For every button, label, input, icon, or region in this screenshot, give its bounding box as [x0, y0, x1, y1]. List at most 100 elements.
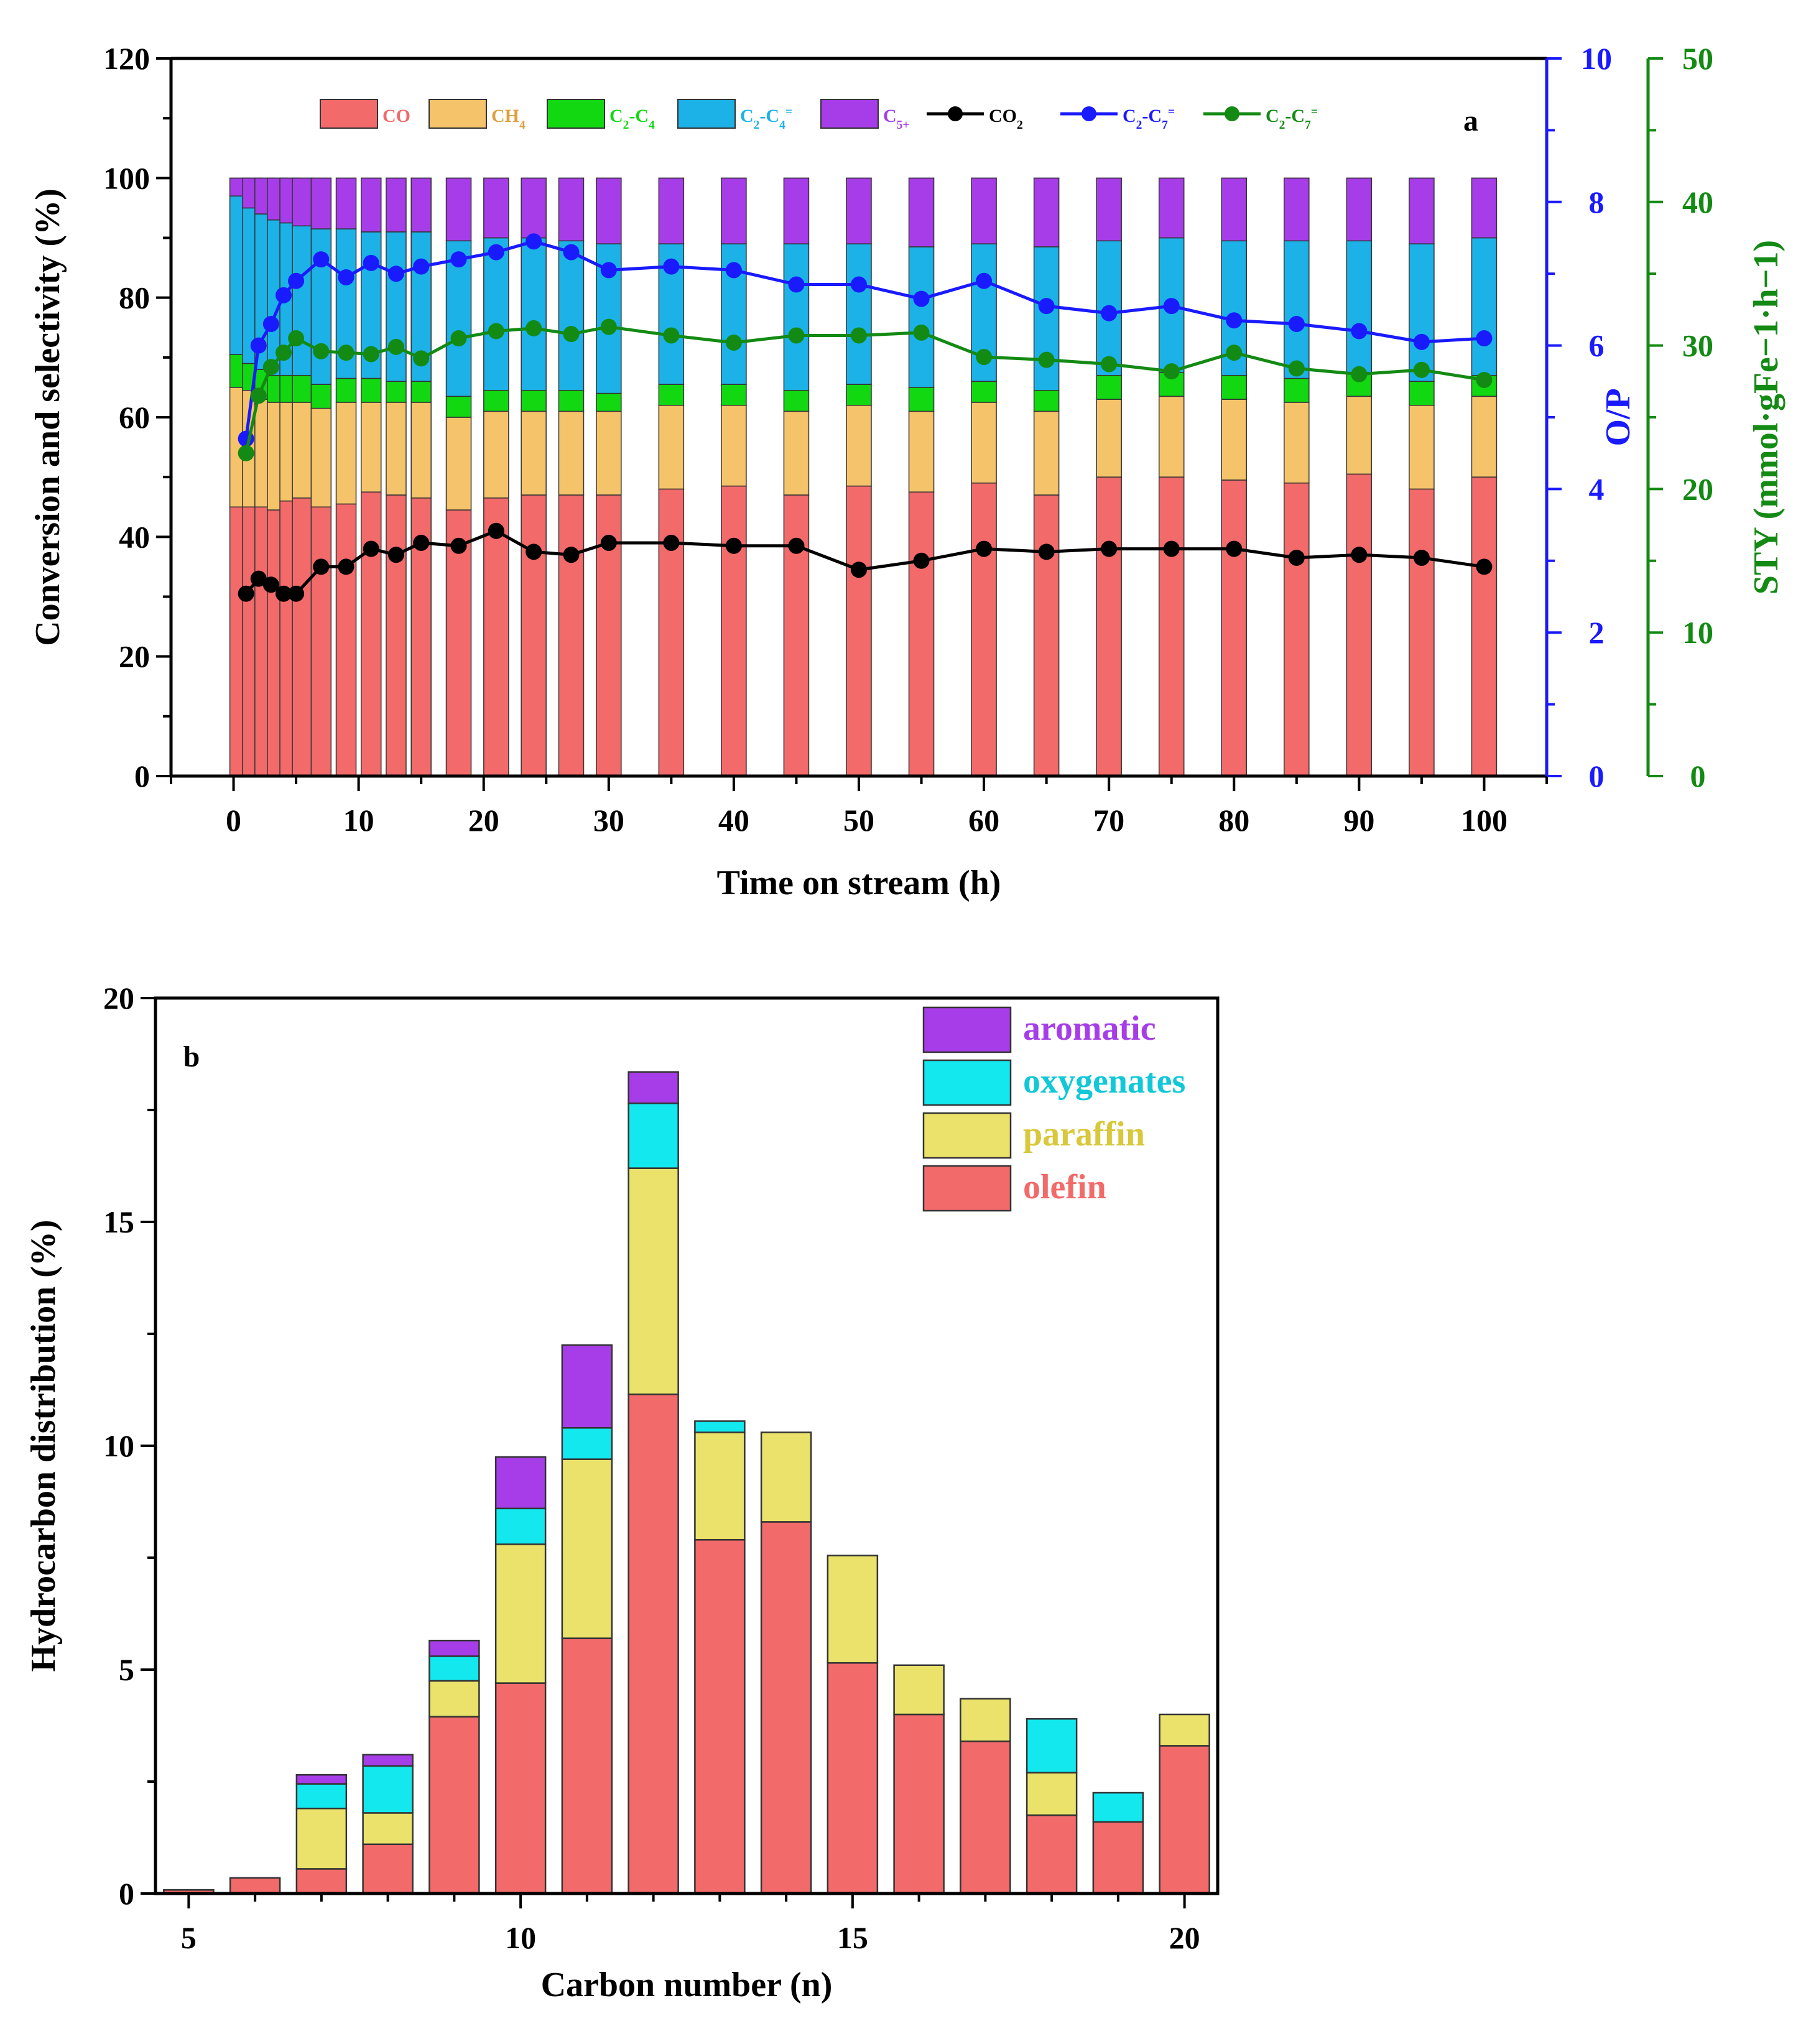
- bar-paraffin: [1026, 1772, 1078, 1816]
- bar-olefin: [694, 1538, 746, 1895]
- point-co2: [313, 558, 330, 575]
- sty-tick-label: 40: [1682, 185, 1713, 220]
- bar-c5plus: [1158, 177, 1185, 239]
- bar-co: [658, 488, 685, 777]
- y-axis-title: Hydrocarbon distribution (%): [24, 1219, 63, 1672]
- bar-ch4: [783, 410, 810, 496]
- point-sty: [288, 330, 305, 347]
- point-co2: [387, 547, 404, 563]
- bar-co: [783, 494, 810, 777]
- legend-swatch-c5plus: [820, 99, 879, 129]
- bar-olefin: [295, 1868, 348, 1895]
- bar-oxygenates: [494, 1507, 547, 1545]
- bar-c2c4-olefin: [386, 231, 407, 382]
- bar-ch4: [596, 410, 622, 496]
- bar-paraffin: [694, 1431, 746, 1541]
- legend-label-c2c4: C2-C4: [609, 106, 655, 132]
- bar-olefin: [362, 1843, 414, 1895]
- bar-c2c4-paraffin: [1221, 374, 1248, 400]
- bar-c5plus: [658, 177, 685, 244]
- legend-marker-op: [1082, 106, 1096, 121]
- bar-c2c4-paraffin: [1409, 381, 1435, 406]
- bar-ch4: [292, 402, 313, 499]
- bar-c2c4-olefin: [292, 225, 313, 376]
- bar-co: [310, 506, 332, 777]
- bar-ch4: [445, 417, 472, 511]
- op-tick-label: 10: [1581, 41, 1612, 76]
- y-tick-label: 80: [119, 280, 150, 315]
- point-op: [788, 276, 805, 293]
- point-op: [488, 244, 504, 261]
- point-op: [450, 251, 467, 268]
- bar-oxygenates: [561, 1427, 613, 1460]
- point-sty: [913, 324, 930, 341]
- bar-paraffin: [362, 1812, 414, 1846]
- bar-co: [1346, 473, 1373, 777]
- x-tick-label: 0: [226, 803, 241, 838]
- point-sty: [563, 326, 580, 343]
- point-sty: [1288, 360, 1305, 377]
- point-sty: [1038, 351, 1055, 368]
- legend-swatch-c2c4-olefin: [677, 99, 736, 129]
- bar-olefin: [760, 1521, 812, 1895]
- bar-oxygenates: [694, 1420, 746, 1433]
- point-co2: [262, 576, 279, 593]
- point-sty: [976, 349, 993, 366]
- bar-paraffin: [494, 1543, 547, 1684]
- bar-co: [1033, 494, 1060, 777]
- legend-swatch-olefin: [922, 1165, 1012, 1212]
- bar-c5plus: [483, 177, 509, 239]
- bar-ch4: [658, 405, 685, 490]
- point-co2: [1351, 547, 1368, 563]
- bar-ch4: [558, 410, 585, 496]
- bar-c5plus: [521, 177, 547, 239]
- y-tick-label: 5: [119, 1652, 134, 1687]
- point-co2: [1413, 549, 1430, 566]
- bar-olefin: [893, 1713, 945, 1895]
- x-tick-label: 50: [843, 803, 874, 838]
- bar-c5plus: [310, 177, 332, 229]
- bar-c2c4-paraffin: [596, 392, 622, 412]
- x-tick-label: 40: [718, 803, 749, 838]
- bar-co: [1158, 476, 1185, 777]
- point-co2: [450, 537, 467, 554]
- panel-label-b: b: [183, 1040, 200, 1073]
- bar-c2c4-olefin: [846, 243, 872, 385]
- x-tick-label: 60: [968, 803, 999, 838]
- bar-ch4: [1284, 402, 1310, 484]
- bar-aromatic: [494, 1456, 547, 1510]
- point-co2: [338, 558, 354, 575]
- x-tick-label: 30: [593, 803, 624, 838]
- bar-c2c4-olefin: [783, 243, 810, 391]
- bar-paraffin: [295, 1807, 348, 1870]
- x-tick-label: 20: [468, 803, 499, 838]
- bar-co: [721, 485, 747, 777]
- point-op: [851, 276, 867, 293]
- legend-swatch-ch4: [428, 99, 487, 129]
- y-tick-label: 10: [103, 1428, 134, 1463]
- bar-paraffin: [561, 1458, 613, 1639]
- point-co2: [913, 552, 930, 569]
- legend-swatch-aromatic: [922, 1006, 1012, 1053]
- bar-ch4: [1346, 395, 1373, 475]
- y-tick-label: 120: [103, 41, 150, 76]
- bar-co: [292, 497, 313, 777]
- bar-co: [335, 503, 357, 777]
- bar-ch4: [1158, 395, 1185, 478]
- legend-label-sty: C2-C7=: [1266, 106, 1318, 132]
- point-sty: [1351, 366, 1368, 382]
- bar-aromatic: [428, 1639, 480, 1657]
- op-tick-label: 8: [1589, 185, 1605, 220]
- bar-aromatic: [561, 1344, 613, 1429]
- point-sty: [275, 345, 292, 361]
- bar-c2c4-paraffin: [410, 381, 432, 403]
- point-op: [600, 262, 617, 279]
- point-op: [387, 266, 404, 282]
- bar-olefin: [1159, 1745, 1210, 1895]
- bar-c2c4-paraffin: [908, 387, 935, 412]
- bar-aromatic: [628, 1071, 679, 1104]
- bar-olefin: [960, 1740, 1011, 1895]
- bar-ch4: [971, 402, 997, 484]
- panel-a: 0 10 20 30 40 50 60 70 80 90 100020406080100120024…: [29, 41, 1786, 902]
